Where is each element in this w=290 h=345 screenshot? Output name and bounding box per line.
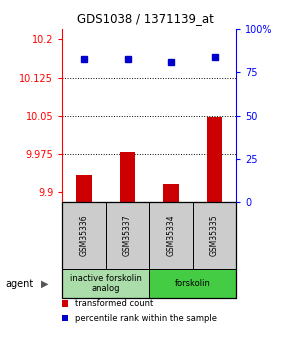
Text: ▶: ▶	[41, 279, 49, 289]
Bar	[120, 152, 135, 202]
Text: inactive forskolin
analog: inactive forskolin analog	[70, 274, 142, 294]
Text: GDS1038 / 1371139_at: GDS1038 / 1371139_at	[77, 12, 213, 25]
Text: transformed count: transformed count	[75, 299, 153, 308]
Text: GSM35335: GSM35335	[210, 215, 219, 256]
Text: agent: agent	[6, 279, 34, 289]
Text: forskolin: forskolin	[175, 279, 211, 288]
Bar	[77, 176, 92, 202]
Text: GSM35334: GSM35334	[166, 215, 176, 256]
Text: GSM35337: GSM35337	[123, 215, 132, 256]
Text: GSM35336: GSM35336	[79, 215, 89, 256]
Bar	[207, 117, 222, 202]
Bar	[164, 184, 179, 202]
Text: percentile rank within the sample: percentile rank within the sample	[75, 314, 217, 323]
